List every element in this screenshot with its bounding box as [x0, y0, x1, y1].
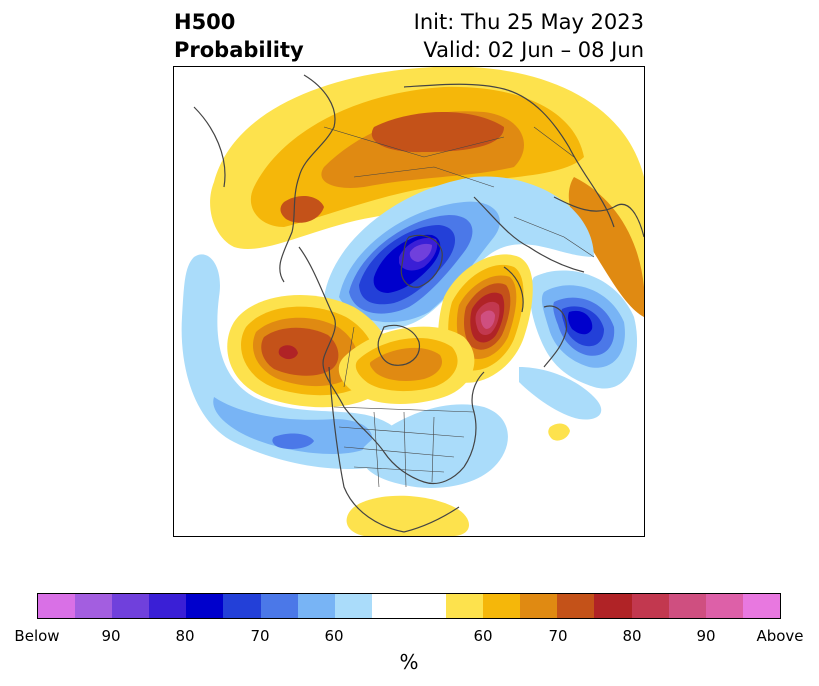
colorbar-tick-label: 90 [101, 627, 121, 645]
colorbar-swatch [668, 594, 706, 618]
colorbar-swatch [186, 594, 224, 618]
colorbar-tick-label: 80 [175, 627, 195, 645]
colorbar-tick-label: Below [14, 627, 60, 645]
above-region-mexico-gulf [346, 423, 570, 536]
colorbar-tick-label: 60 [473, 627, 493, 645]
map-panel [173, 66, 645, 537]
title-product: Probability [174, 38, 304, 62]
above-region-east-siberia [438, 254, 533, 383]
political-borders [323, 126, 595, 488]
probability-map [181, 67, 644, 536]
chart-title-left: H500 Probability [174, 8, 304, 64]
chart-title-right: Init: Thu 25 May 2023 Valid: 02 Jun – 08… [414, 8, 644, 64]
valid-range: Valid: 02 Jun – 08 Jun [423, 38, 644, 62]
colorbar-swatch [297, 594, 335, 618]
below-region-north-pacific [181, 254, 405, 470]
colorbar-swatch [557, 594, 595, 618]
colorbar-swatch [223, 594, 261, 618]
init-date: Init: Thu 25 May 2023 [413, 10, 644, 34]
below-region-europe [529, 270, 638, 389]
colorbar-swatch [520, 594, 558, 618]
colorbar-tick-label: 70 [250, 627, 270, 645]
colorbar-swatch [705, 594, 743, 618]
colorbar-swatch [408, 594, 447, 618]
colorbar-swatch [371, 594, 409, 618]
colorbar-tick-label: 70 [548, 627, 568, 645]
colorbar-swatch [260, 594, 298, 618]
colorbar-tick-label: Above [756, 627, 804, 645]
colorbar-swatch [742, 594, 780, 618]
colorbar-swatch [149, 594, 187, 618]
colorbar-swatch [38, 594, 76, 618]
colorbar-tick-label: 90 [696, 627, 716, 645]
below-region-greenland [324, 176, 594, 331]
colorbar-swatch [334, 594, 372, 618]
colorbar-swatch [631, 594, 669, 618]
coastlines [193, 74, 644, 533]
colorbar-swatch [483, 594, 521, 618]
colorbar-unit-label: % [399, 650, 419, 674]
colorbar [37, 593, 781, 619]
above-region-hudson-bay [338, 326, 475, 404]
colorbar-swatch [75, 594, 113, 618]
colorbar-swatch [112, 594, 150, 618]
colorbar-swatch [446, 594, 484, 618]
colorbar-tick-label: 80 [622, 627, 642, 645]
colorbar-swatch [594, 594, 632, 618]
colorbar-tick-label: 60 [324, 627, 344, 645]
title-variable: H500 [174, 10, 236, 34]
